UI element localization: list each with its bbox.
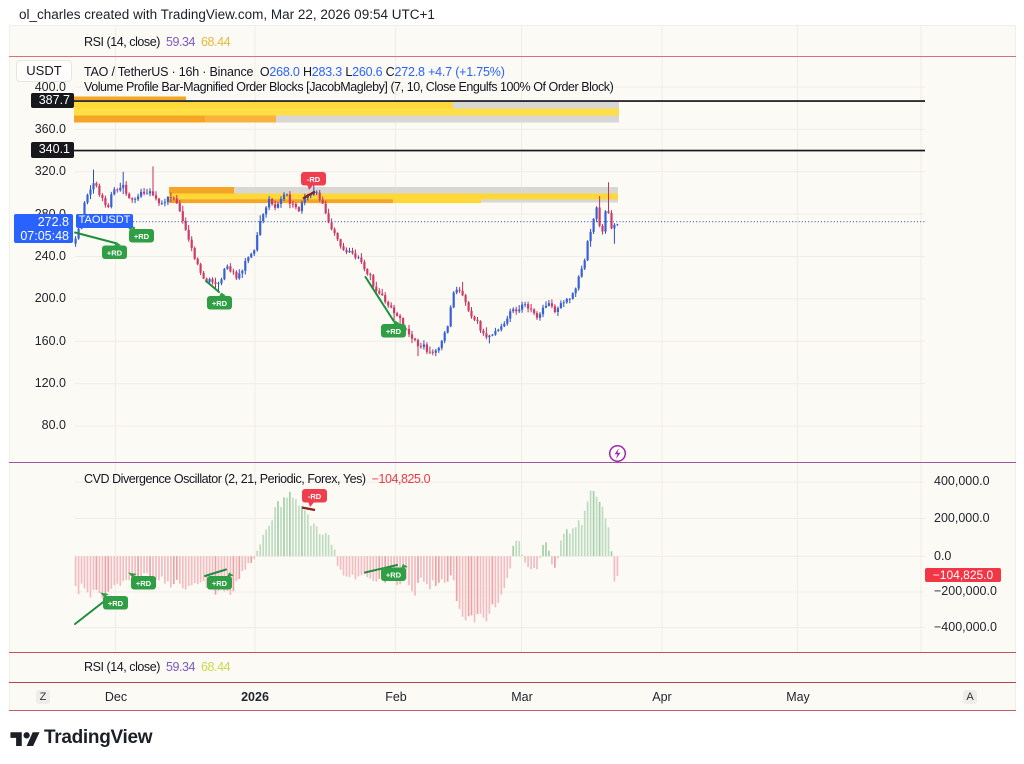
svg-text:-RD: -RD xyxy=(307,175,321,184)
svg-text:-RD: -RD xyxy=(308,492,322,501)
svg-text:+RD: +RD xyxy=(212,299,228,308)
svg-text:+RD: +RD xyxy=(107,248,123,257)
svg-text:+RD: +RD xyxy=(212,579,228,588)
svg-text:+RD: +RD xyxy=(136,579,152,588)
svg-text:+RD: +RD xyxy=(108,599,124,608)
svg-text:+RD: +RD xyxy=(386,327,402,336)
svg-text:+RD: +RD xyxy=(134,232,150,241)
svg-text:+RD: +RD xyxy=(386,570,402,579)
